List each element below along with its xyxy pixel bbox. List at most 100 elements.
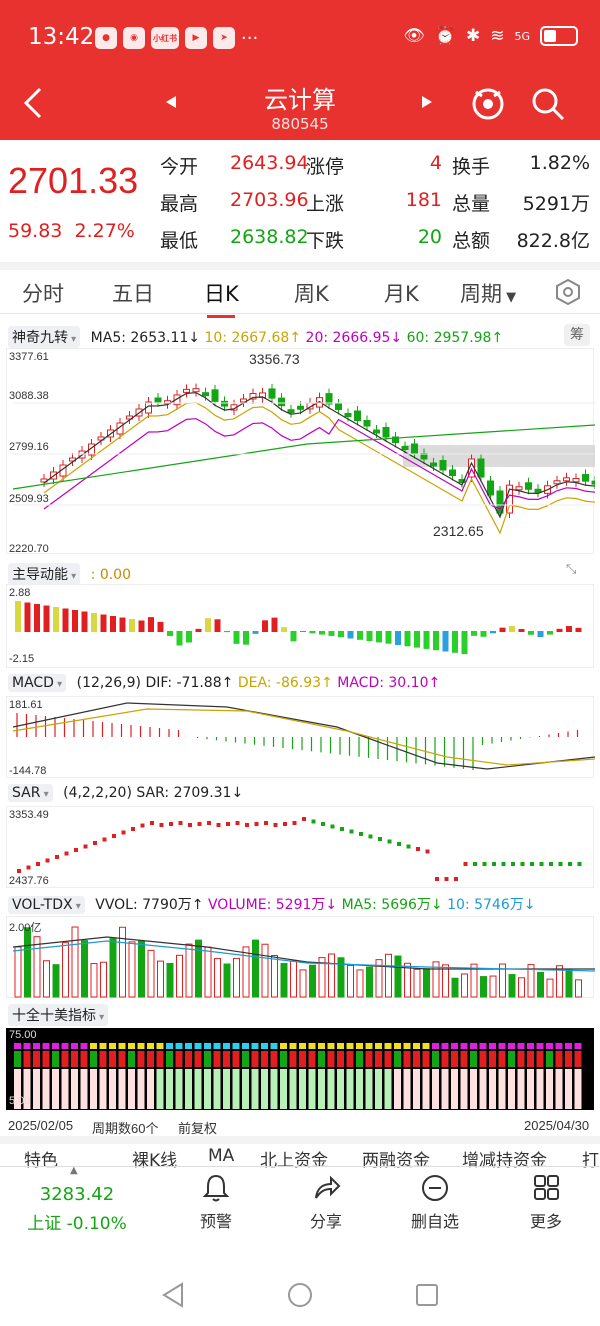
sar-dot [283,822,287,826]
sq-mid-cell [156,1051,164,1067]
candle-body [268,388,276,399]
chip-distribution-button[interactable]: 筹 [564,324,590,346]
volume-bar [81,940,88,998]
next-stock-icon[interactable] [420,94,434,110]
volume-bar [328,953,335,998]
tab-weekly-k[interactable]: 周K [294,282,329,306]
tool-holding-change[interactable]: 增减持资金 [462,1151,547,1171]
zd-bar [129,619,135,632]
tab-five-day[interactable]: 五日 [112,282,154,306]
tool-ma[interactable]: MA [208,1146,235,1166]
chat-icon: ● [95,27,117,49]
sar-chart [17,817,582,881]
divider [0,1136,600,1144]
sq-panel[interactable]: 75.00 5.00 [6,1028,594,1110]
zd-bar [195,628,202,632]
vol-select[interactable]: VOL-TDX [8,896,85,914]
zd-value: : 0.00 [90,567,131,583]
alert-button[interactable]: 预警 [186,1172,246,1232]
sar-select[interactable]: SAR [8,784,53,802]
tab-daily-k[interactable]: 日K [204,278,239,318]
tool-naked-k[interactable]: 裸K线 [132,1151,178,1171]
remove-watchlist-label: 删自选 [410,1212,459,1231]
nav-home-icon[interactable] [286,1281,314,1309]
zd-bar [205,618,211,632]
candle-body [458,479,466,483]
sar-panel[interactable]: 3353.49 2437.76 [6,806,594,888]
nav-recents-icon[interactable] [414,1281,440,1309]
volume-bar [394,955,402,998]
sq-low-cell [517,1069,525,1109]
zd-panel[interactable]: 2.88 -2.15 [6,584,594,668]
prev-stock-icon[interactable] [164,94,178,110]
tool-more[interactable]: 打 [582,1151,599,1171]
ma20-line [43,418,600,510]
sq-indicator-row: 十全十美指标 [8,1004,114,1026]
nav-back-icon[interactable] [160,1281,186,1309]
volume-bar [138,940,145,998]
main-indicator-select[interactable]: 神奇九转 [8,326,81,348]
sq-low-cell [80,1069,88,1109]
zd-indicator-select[interactable]: 主导动能 [8,563,81,585]
remove-watchlist-button[interactable]: 删自选 [400,1172,470,1232]
sq-top-cell [508,1043,515,1049]
sq-select[interactable]: 十全十美指标 [8,1004,109,1026]
zd-bar [176,631,183,646]
more-button[interactable]: 更多 [516,1172,576,1232]
macd-panel[interactable]: 181.61 -144.78 [6,696,596,778]
candle-body [173,394,181,406]
volume-bar [147,949,155,998]
settings-hex-icon[interactable] [554,278,582,306]
tab-intraday[interactable]: 分时 [22,282,64,306]
zd-bar [53,607,59,632]
sq-low-cell [33,1069,40,1109]
sar-dot [17,869,21,873]
adjust-mode[interactable]: 前复权 [178,1121,218,1136]
vol-panel[interactable]: 2.00亿 [6,916,596,998]
index-ticker[interactable]: 3283.42 上证 -0.10% [22,1184,132,1234]
sq-mid-cell [109,1051,116,1067]
wifi-icon: ≋ [490,26,505,46]
sq-top-cell [299,1043,306,1049]
zd-bar [528,631,534,635]
zd-bar [499,627,506,632]
tool-northbound[interactable]: 北上资金 [260,1151,328,1171]
sq-low-cell [489,1069,496,1109]
candle-body [344,413,352,417]
volume-bar [185,943,193,998]
tool-feature[interactable]: 特色 [24,1151,58,1171]
back-icon[interactable] [20,86,46,120]
stock-code: 880545 [271,115,329,133]
zd-bar [290,631,297,642]
sq-top-cell [99,1043,107,1049]
search-icon[interactable] [530,86,566,122]
volume-bar [442,964,449,998]
volume-bar [299,969,307,998]
sq-mid-cell [289,1051,297,1067]
sq-low-cell [223,1069,230,1109]
sar-dot [150,821,154,825]
sar-indicator-row: SAR (4,2,2,20) SAR: 2709.31↓ [8,784,243,802]
tab-monthly-k[interactable]: 月K [384,282,419,306]
tool-margin[interactable]: 两融资金 [362,1151,430,1171]
sq-low-cell [128,1069,135,1109]
candle-body [154,397,162,403]
candle-body [325,393,333,405]
zd-bar [148,617,154,632]
zd-bar [395,631,401,645]
zd-bar [138,620,145,632]
kline-panel[interactable]: 3377.61 3088.38 2799.16 2509.93 2220.70 … [6,348,600,555]
share-button[interactable]: 分享 [296,1172,356,1232]
candle-body [373,429,380,434]
volume-bar [508,974,516,998]
candle-body [430,462,437,467]
zd-bar [404,631,411,647]
assistant-icon[interactable] [470,84,506,124]
sq-low-cell [536,1069,544,1109]
tab-period[interactable]: 周期 ▼ [460,278,516,308]
candle-body [477,458,485,478]
sar-dot [159,823,164,827]
zd-axis-bottom: -2.15 [9,653,35,665]
expand-icon[interactable]: ⤡ [566,562,577,577]
macd-select[interactable]: MACD [8,674,67,692]
